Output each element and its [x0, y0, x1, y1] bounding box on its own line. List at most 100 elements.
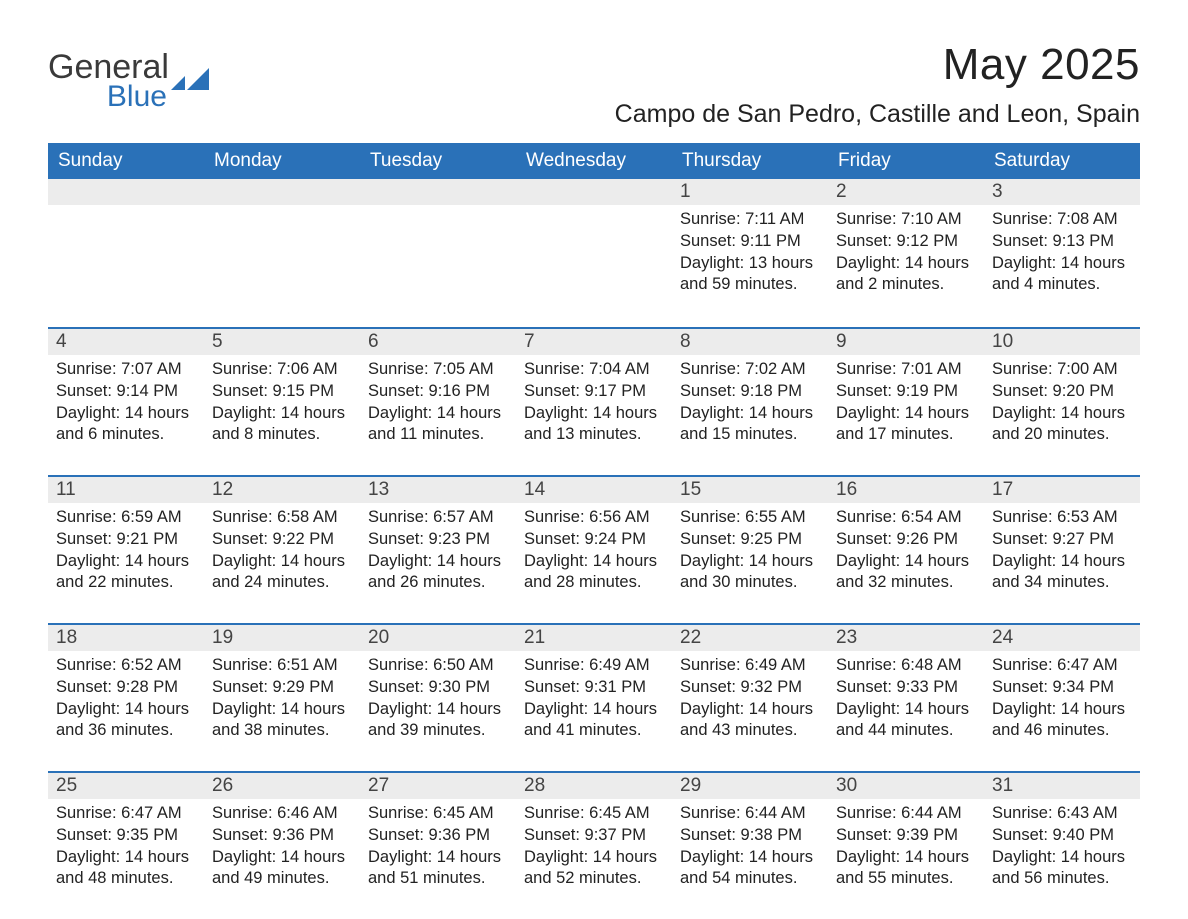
daylight: Daylight: 14 hours and 52 minutes. [524, 847, 664, 891]
day-content: Sunrise: 6:47 AMSunset: 9:34 PMDaylight:… [984, 651, 1140, 754]
sunset: Sunset: 9:11 PM [680, 231, 820, 253]
sunrise: Sunrise: 6:47 AM [56, 803, 196, 825]
day-cell: 23 Sunrise: 6:48 AMSunset: 9:33 PMDayligh… [828, 625, 984, 771]
day-cell: 15Sunrise: 6:55 AMSunset: 9:25 PMDayligh… [672, 477, 828, 623]
sunrise: Sunrise: 6:46 AM [212, 803, 352, 825]
sunrise: Sunrise: 7:04 AM [524, 359, 664, 381]
day-content: Sunrise: 6:54 AMSunset: 9:26 PMDaylight:… [828, 503, 984, 606]
sunset: Sunset: 9:36 PM [368, 825, 508, 847]
sunrise: Sunrise: 7:01 AM [836, 359, 976, 381]
day-cell: 17Sunrise: 6:53 AMSunset: 9:27 PMDayligh… [984, 477, 1140, 623]
sunset: Sunset: 9:33 PM [836, 677, 976, 699]
sunset: Sunset: 9:24 PM [524, 529, 664, 551]
sunset: Sunset: 9:14 PM [56, 381, 196, 403]
day-number [48, 179, 204, 205]
day-content: Sunrise: 7:01 AMSunset: 9:19 PMDaylight:… [828, 355, 984, 458]
day-number: 19 [204, 625, 360, 651]
sunset: Sunset: 9:22 PM [212, 529, 352, 551]
sunrise: Sunrise: 7:07 AM [56, 359, 196, 381]
sunset: Sunset: 9:26 PM [836, 529, 976, 551]
sunrise: Sunrise: 6:52 AM [56, 655, 196, 677]
sunrise: Sunrise: 6:44 AM [680, 803, 820, 825]
day-content: Sunrise: 6:46 AMSunset: 9:36 PMDaylight:… [204, 799, 360, 902]
daylight: Daylight: 14 hours and 22 minutes. [56, 551, 196, 595]
day-cell: 8Sunrise: 7:02 AMSunset: 9:18 PMDaylight… [672, 329, 828, 475]
sunrise: Sunrise: 6:55 AM [680, 507, 820, 529]
day-number: 18 [48, 625, 204, 651]
day-cell: 24Sunrise: 6:47 AMSunset: 9:34 PMDayligh… [984, 625, 1140, 771]
day-content: Sunrise: 6:51 AMSunset: 9:29 PMDaylight:… [204, 651, 360, 754]
day-number: 9 [828, 329, 984, 355]
sunrise: Sunrise: 6:48 AM [836, 655, 976, 677]
day-cell: 16Sunrise: 6:54 AMSunset: 9:26 PMDayligh… [828, 477, 984, 623]
day-number: 27 [360, 773, 516, 799]
sunrise: Sunrise: 6:59 AM [56, 507, 196, 529]
day-number: 20 [360, 625, 516, 651]
day-content: Sunrise: 7:05 AMSunset: 9:16 PMDaylight:… [360, 355, 516, 458]
day-content: Sunrise: 7:08 AMSunset: 9:13 PMDaylight:… [984, 205, 1140, 308]
day-number: 22 [672, 625, 828, 651]
day-cell: 4Sunrise: 7:07 AMSunset: 9:14 PMDaylight… [48, 329, 204, 475]
daylight: Daylight: 14 hours and 48 minutes. [56, 847, 196, 891]
daylight: Daylight: 14 hours and 17 minutes. [836, 403, 976, 447]
day-number: 31 [984, 773, 1140, 799]
sunset: Sunset: 9:23 PM [368, 529, 508, 551]
sunset: Sunset: 9:36 PM [212, 825, 352, 847]
daylight: Daylight: 14 hours and 44 minutes. [836, 699, 976, 743]
sunrise: Sunrise: 7:08 AM [992, 209, 1132, 231]
day-number: 24 [984, 625, 1140, 651]
day-cell: 13Sunrise: 6:57 AMSunset: 9:23 PMDayligh… [360, 477, 516, 623]
day-content: Sunrise: 7:10 AMSunset: 9:12 PMDaylight:… [828, 205, 984, 308]
sunset: Sunset: 9:27 PM [992, 529, 1132, 551]
day-content: Sunrise: 6:47 AMSunset: 9:35 PMDaylight:… [48, 799, 204, 902]
daylight: Daylight: 14 hours and 46 minutes. [992, 699, 1132, 743]
sunrise: Sunrise: 6:49 AM [524, 655, 664, 677]
sunrise: Sunrise: 6:43 AM [992, 803, 1132, 825]
day-number: 23 [828, 625, 984, 651]
day-content: Sunrise: 6:57 AMSunset: 9:23 PMDaylight:… [360, 503, 516, 606]
day-content: Sunrise: 7:02 AMSunset: 9:18 PMDaylight:… [672, 355, 828, 458]
day-cell [204, 179, 360, 327]
day-number: 6 [360, 329, 516, 355]
sunset: Sunset: 9:39 PM [836, 825, 976, 847]
day-number: 8 [672, 329, 828, 355]
day-cell: 3Sunrise: 7:08 AMSunset: 9:13 PMDaylight… [984, 179, 1140, 327]
sunset: Sunset: 9:32 PM [680, 677, 820, 699]
daylight: Daylight: 14 hours and 38 minutes. [212, 699, 352, 743]
day-cell: 28Sunrise: 6:45 AMSunset: 9:37 PMDayligh… [516, 773, 672, 919]
calendar-body: 1Sunrise: 7:11 AMSunset: 9:11 PMDaylight… [48, 179, 1140, 919]
logo-icon [171, 66, 211, 98]
daylight: Daylight: 14 hours and 15 minutes. [680, 403, 820, 447]
sunrise: Sunrise: 7:05 AM [368, 359, 508, 381]
day-number: 7 [516, 329, 672, 355]
day-cell: 12Sunrise: 6:58 AMSunset: 9:22 PMDayligh… [204, 477, 360, 623]
sunrise: Sunrise: 6:49 AM [680, 655, 820, 677]
day-content: Sunrise: 7:11 AMSunset: 9:11 PMDaylight:… [672, 205, 828, 308]
day-cell: 21Sunrise: 6:49 AMSunset: 9:31 PMDayligh… [516, 625, 672, 771]
day-content: Sunrise: 7:00 AMSunset: 9:20 PMDaylight:… [984, 355, 1140, 458]
sunrise: Sunrise: 7:11 AM [680, 209, 820, 231]
day-cell: 11Sunrise: 6:59 AMSunset: 9:21 PMDayligh… [48, 477, 204, 623]
sunset: Sunset: 9:28 PM [56, 677, 196, 699]
day-number: 28 [516, 773, 672, 799]
sunrise: Sunrise: 6:47 AM [992, 655, 1132, 677]
day-number: 17 [984, 477, 1140, 503]
day-cell: 10Sunrise: 7:00 AMSunset: 9:20 PMDayligh… [984, 329, 1140, 475]
daylight: Daylight: 14 hours and 30 minutes. [680, 551, 820, 595]
sunset: Sunset: 9:16 PM [368, 381, 508, 403]
daylight: Daylight: 14 hours and 32 minutes. [836, 551, 976, 595]
daylight: Daylight: 14 hours and 36 minutes. [56, 699, 196, 743]
day-content: Sunrise: 6:44 AMSunset: 9:39 PMDaylight:… [828, 799, 984, 902]
day-content: Sunrise: 6:44 AMSunset: 9:38 PMDaylight:… [672, 799, 828, 902]
location: Campo de San Pedro, Castille and Leon, S… [615, 100, 1140, 129]
day-cell [48, 179, 204, 327]
sunset: Sunset: 9:38 PM [680, 825, 820, 847]
sunrise: Sunrise: 6:53 AM [992, 507, 1132, 529]
daylight: Daylight: 14 hours and 26 minutes. [368, 551, 508, 595]
day-number: 11 [48, 477, 204, 503]
daylight: Daylight: 14 hours and 39 minutes. [368, 699, 508, 743]
day-content: Sunrise: 6:56 AMSunset: 9:24 PMDaylight:… [516, 503, 672, 606]
week-row: 1Sunrise: 7:11 AMSunset: 9:11 PMDaylight… [48, 179, 1140, 327]
logo: General Blue [48, 50, 211, 114]
day-header: Wednesday [516, 143, 672, 179]
